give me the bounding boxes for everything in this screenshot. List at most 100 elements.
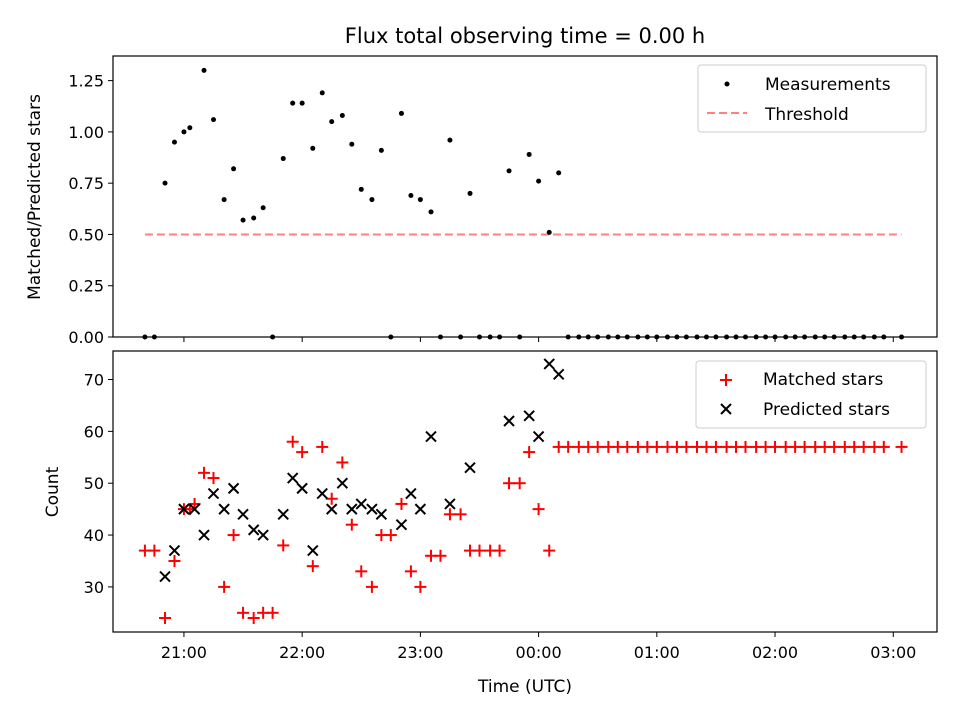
y-tick-label: 0.00: [68, 328, 104, 347]
measurement-point: [349, 141, 355, 147]
predicted-star-point: [326, 503, 338, 515]
matched-star-point: [562, 440, 575, 453]
matched-star-point: [365, 580, 378, 593]
predicted-star-point: [247, 524, 260, 536]
matched-star-point: [828, 440, 841, 453]
matched-star-point: [345, 518, 358, 531]
predicted-star-point: [307, 544, 319, 557]
measurement-point: [398, 110, 404, 116]
matched-star-point: [434, 549, 447, 562]
predicted-star-point: [532, 430, 545, 443]
matched-star-point: [414, 580, 427, 593]
measurement-point: [536, 178, 542, 184]
top-legend: Measurements Threshold: [697, 64, 927, 133]
measurement-point: [280, 156, 286, 162]
predicted-star-point: [464, 461, 476, 474]
predicted-star-point: [188, 503, 201, 515]
matched-star-point: [473, 544, 486, 557]
predicted-star-point: [218, 503, 230, 515]
matched-star-point: [591, 440, 604, 453]
y-tick-label: 1.00: [68, 123, 104, 142]
matched-star-point: [769, 440, 782, 453]
measurement-point: [417, 197, 423, 203]
matched-star-point: [503, 477, 516, 490]
x-tick-label: 03:00: [870, 643, 916, 662]
predicted-star-point: [286, 472, 299, 484]
y-tick-label: 60: [84, 422, 104, 441]
legend-predicted-label: Predicted stars: [763, 400, 890, 420]
top-y-axis-label: Matched/Predicted stars: [25, 94, 45, 300]
measurement-point: [231, 166, 237, 172]
matched-star-point: [650, 440, 663, 453]
measurement-point: [339, 112, 345, 118]
measurement-point: [201, 67, 207, 73]
matched-star-point: [207, 472, 220, 485]
predicted-star-point: [159, 570, 171, 583]
top-panel: 0.00 0.25 0.50 0.75 1.00 1.25 Matched/Predict…: [25, 55, 938, 347]
matched-star-point: [198, 466, 211, 479]
predicted-star-point: [178, 503, 190, 515]
matched-star-point: [493, 544, 506, 557]
matched-star-point: [336, 456, 349, 469]
measurement-point: [506, 168, 512, 174]
matched-star-point: [621, 440, 634, 453]
y-tick-label: 1.25: [68, 72, 104, 91]
x-tick-label: 21:00: [161, 643, 207, 662]
matched-star-point: [443, 508, 456, 521]
predicted-star-point: [296, 482, 308, 495]
measurement-point: [447, 137, 453, 143]
measurement-point: [240, 217, 246, 223]
x-tick-label: 02:00: [752, 643, 798, 662]
bottom-panel: 30 40 50 60 70 21:00 22:00 23:00 00:00 01:00 02:0…: [43, 350, 938, 697]
bottom-plot-frame: [112, 350, 938, 633]
predicted-star-point: [257, 529, 269, 541]
predicted-star-point: [395, 518, 408, 531]
measurement-point: [181, 129, 187, 135]
matched-star-point: [798, 440, 811, 453]
x-tick-label: 23:00: [397, 643, 443, 662]
measurement-point: [408, 192, 414, 198]
legend-matched-marker: [720, 374, 732, 386]
predicted-star-point: [198, 529, 210, 541]
predicted-star-point: [523, 410, 535, 422]
measurement-point: [210, 117, 216, 123]
predicted-star-point: [237, 508, 249, 521]
matched-star-point: [296, 446, 309, 459]
matched-star-point: [277, 539, 290, 552]
predicted-star-point: [207, 487, 220, 500]
matched-star-point: [404, 565, 417, 578]
matched-star-point: [218, 580, 231, 593]
legend-matched-label: Matched stars: [763, 370, 883, 390]
x-axis-label: Time (UTC): [477, 677, 572, 697]
predicted-star-point: [346, 503, 358, 515]
matched-star-point: [355, 565, 368, 578]
predicted-star-point: [444, 498, 456, 510]
measurement-point: [329, 119, 335, 125]
matched-star-point: [159, 612, 172, 625]
measurement-point: [358, 186, 364, 192]
y-tick-label: 30: [84, 578, 104, 597]
x-tick-label: 01:00: [634, 643, 680, 662]
measurement-point: [526, 151, 532, 157]
measurement-point: [378, 147, 384, 153]
measurement-point: [369, 197, 375, 203]
matched-star-point: [168, 554, 181, 567]
matched-star-point: [877, 440, 890, 453]
legend-predicted-marker: [720, 403, 732, 415]
x-tick-label: 22:00: [279, 643, 325, 662]
legend-measurements-label: Measurements: [765, 75, 891, 95]
predicted-star-point: [503, 415, 515, 427]
predicted-star-point: [375, 508, 388, 521]
matched-star-point: [316, 440, 329, 453]
matched-star-point: [857, 440, 870, 453]
matched-star-point: [306, 560, 319, 573]
matched-star-point: [247, 612, 260, 625]
measurement-point: [171, 139, 177, 145]
matched-star-point: [454, 508, 467, 521]
matched-star-point: [395, 497, 408, 510]
measurement-point: [556, 170, 562, 176]
matched-star-point: [709, 440, 722, 453]
measurement-point: [428, 209, 434, 215]
measurement-point: [319, 90, 325, 96]
